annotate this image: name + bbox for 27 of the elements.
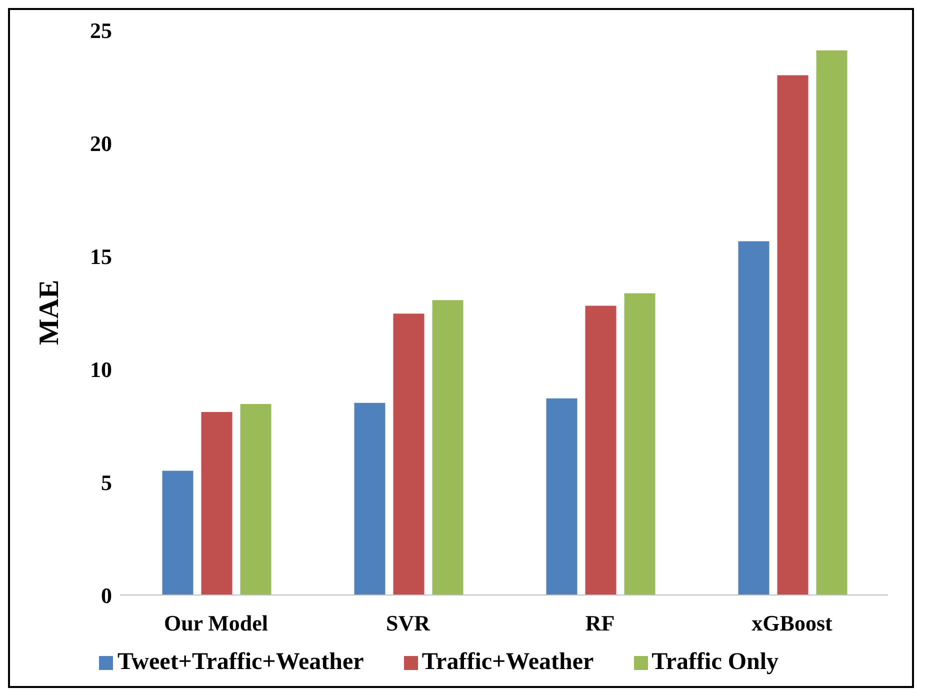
y-tick-label: 25 <box>90 18 112 43</box>
x-tick-label: xGBoost <box>752 610 834 636</box>
bar <box>201 412 232 595</box>
legend-label: Tweet+Traffic+Weather <box>117 649 364 675</box>
bar <box>162 470 194 595</box>
bar <box>738 241 770 595</box>
bar <box>585 306 616 595</box>
bar <box>393 314 424 595</box>
bar <box>624 293 656 595</box>
bar <box>777 75 808 595</box>
legend-label: Traffic+Weather <box>422 649 594 675</box>
bar <box>240 404 272 595</box>
chart-frame: Tweet+Traffic+Weather Traffic+Weather Traffic Only Our Model SVR RF xGBoost 0 5 10 15 20 25 MAE <box>8 8 914 688</box>
bar <box>432 300 464 595</box>
bar <box>816 50 848 595</box>
legend-label: Traffic Only <box>652 649 779 675</box>
bar <box>354 402 386 595</box>
x-tick-label: SVR <box>386 610 432 636</box>
y-axis-title: MAE <box>34 280 65 346</box>
y-tick-label: 20 <box>90 130 112 156</box>
y-tick-label: 15 <box>90 244 112 269</box>
x-tick-label: RF <box>585 610 615 636</box>
y-tick-label: 0 <box>101 582 112 608</box>
x-tick-label: Our Model <box>164 610 268 636</box>
y-tick-label: 10 <box>90 356 112 382</box>
y-tick-label: 5 <box>101 470 112 495</box>
bar <box>546 398 578 595</box>
